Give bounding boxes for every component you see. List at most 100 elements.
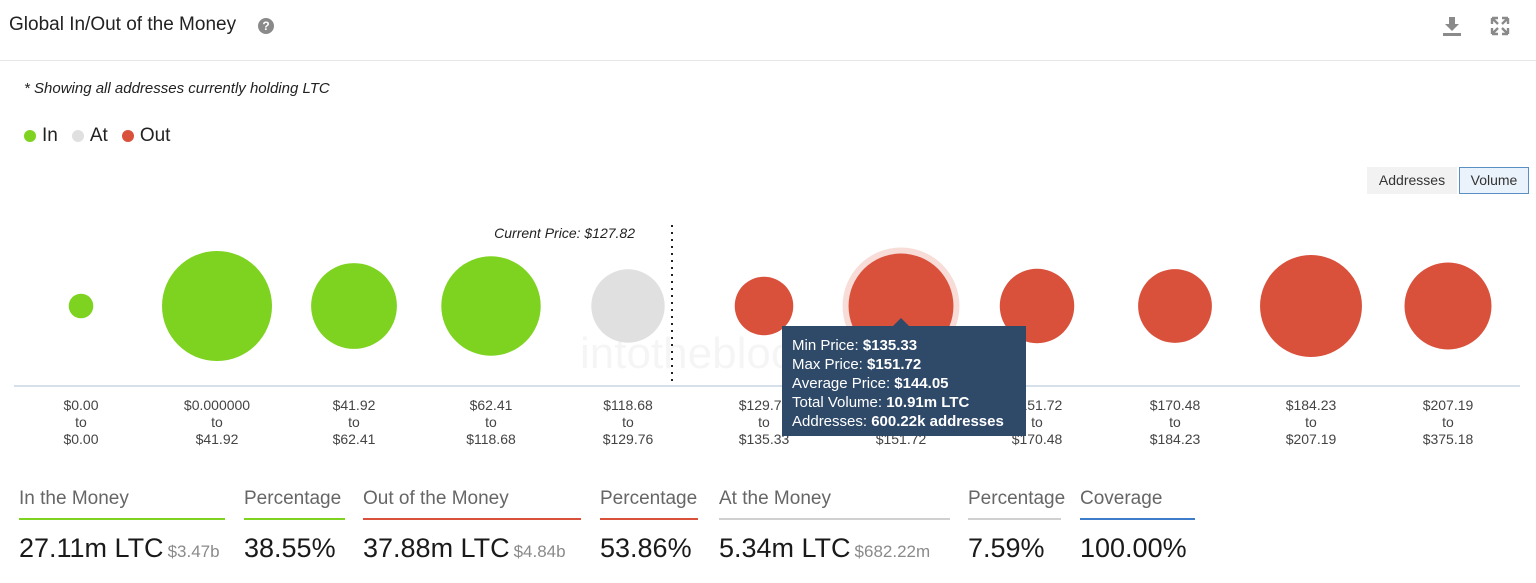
current-price-label: Current Price: $127.82 [494,225,635,241]
chart-header: Global In/Out of the Money ? [0,0,1536,61]
bubble-out[interactable] [734,276,794,336]
legend-dot-at [71,130,84,142]
x-label-to: $375.18 [1423,431,1474,447]
stat-value: 100.00% [1080,533,1187,563]
stat-main-value: 37.88m LTC [363,533,510,563]
x-label-connector: to [75,414,87,430]
x-label-to: $135.33 [739,431,790,447]
stat-out-percentage: Percentage 53.86% [600,488,698,564]
x-label-from: $41.92 [333,397,376,413]
stat-label: Coverage [1080,488,1163,509]
bubble-tooltip: Min Price: $135.33 Max Price: $151.72 Av… [782,326,1026,436]
tooltip-arrow [893,318,909,326]
x-label-connector: to [1031,414,1043,430]
stat-label: Percentage [968,488,1066,509]
x-label-connector: to [348,414,360,430]
x-label-to: $62.41 [333,431,376,447]
tooltip-avg-label: Average Price: [792,375,895,392]
addresses-toggle[interactable]: Addresses [1367,167,1457,194]
stat-value: 5.34m LTC $682.22m [719,533,950,564]
tooltip-min-label: Min Price: [792,337,863,354]
stat-underline [19,518,225,520]
stat-underline [719,518,950,520]
legend-item-at[interactable]: At [71,125,108,147]
bubble-in[interactable] [68,293,94,319]
holders-note: * Showing all addresses currently holdin… [24,80,330,97]
stat-underline [244,518,345,520]
stat-out-of-the-money: Out of the Money 37.88m LTC $4.84b [363,488,581,564]
tooltip-max-label: Max Price: [792,356,868,373]
tooltip-vol-label: Total Volume: [792,394,887,411]
x-label-from: $0.000000 [184,397,250,413]
x-label-connector: to [211,414,223,430]
volume-toggle[interactable]: Volume [1459,167,1529,194]
tooltip-min-value: $135.33 [862,337,918,354]
bubble-chart: intotheblock Current Price: $127.82 $0.0… [14,225,1520,447]
x-axis-labels: $0.00to$0.00$0.000000to$41.92$41.92to$62… [63,397,1473,447]
tooltip-vol-value: 10.91m LTC [886,394,970,411]
x-label-connector: to [485,414,497,430]
x-label-from: $0.00 [63,397,98,413]
expand-icon[interactable] [1488,14,1512,38]
stat-underline [600,518,698,520]
chart-title: Global In/Out of the Money [9,14,237,35]
stat-value: 53.86% [600,533,692,563]
bubble-at[interactable] [591,269,665,343]
stat-main-value: 5.34m LTC [719,533,851,563]
stat-usd-value: $3.47b [167,542,220,561]
tooltip-addr-value: 600.22k addresses [871,413,1004,430]
x-label-from: $118.68 [603,397,653,413]
legend-item-in[interactable]: In [24,125,58,147]
tooltip-addr-row: Addresses: 600.22k addresses [792,412,1016,431]
stat-main-value: 27.11m LTC [19,533,164,563]
x-label-to: $41.92 [196,431,239,447]
stat-at-the-money: At the Money 5.34m LTC $682.22m [719,488,950,564]
x-label-to: $0.00 [63,431,98,447]
x-label-from: $170.48 [1150,397,1201,413]
bubble-in[interactable] [441,256,541,356]
stat-value: 7.59% [968,533,1045,563]
x-label-connector: to [1169,414,1181,430]
stat-at-percentage: Percentage 7.59% [968,488,1066,564]
stat-coverage: Coverage 100.00% [1080,488,1195,564]
legend-label-in: In [42,125,58,146]
stat-usd-value: $4.84b [513,542,566,561]
tooltip-vol-row: Total Volume: 10.91m LTC [792,393,1016,412]
stat-value: 37.88m LTC $4.84b [363,533,581,564]
bubble-out[interactable] [999,268,1075,344]
x-label-to: $118.68 [466,431,516,447]
stat-in-the-money: In the Money 27.11m LTC $3.47b [19,488,225,564]
x-label-connector: to [1305,414,1317,430]
legend-item-out[interactable]: Out [121,125,171,147]
x-label-connector: to [758,414,770,430]
legend-label-at: At [89,125,108,146]
x-label-from: $62.41 [470,397,513,413]
x-label-from: $129.76 [739,397,790,413]
stat-value: 27.11m LTC $3.47b [19,533,225,564]
stat-underline [363,518,581,520]
legend-dot-out [121,130,134,142]
tooltip-avg-row: Average Price: $144.05 [792,374,1016,393]
stat-label: Out of the Money [363,488,509,509]
legend-label-out: Out [139,125,171,146]
bubble-out[interactable] [1138,269,1212,343]
stat-label: In the Money [19,488,129,509]
bubble-out[interactable] [1404,262,1492,350]
stat-usd-value: $682.22m [854,542,931,561]
bubble-out[interactable] [1260,255,1362,357]
summary-stats: In the Money 27.11m LTC $3.47b Percentage… [0,488,1536,583]
bubble-in[interactable] [162,251,272,361]
download-icon[interactable] [1440,14,1464,38]
legend-dot-in [24,130,36,142]
x-label-connector: to [1442,414,1454,430]
stat-in-percentage: Percentage 38.55% [244,488,345,564]
stat-value: 38.55% [244,533,336,563]
stat-label: Percentage [600,488,698,509]
tooltip-max-row: Max Price: $151.72 [792,355,1016,374]
x-label-to: $129.76 [603,431,654,447]
legend: In At Out [24,125,170,147]
bubble-in[interactable] [311,263,397,349]
x-label-to: $184.23 [1150,431,1201,447]
x-label-from: $184.23 [1286,397,1337,413]
help-icon[interactable]: ? [258,18,274,34]
